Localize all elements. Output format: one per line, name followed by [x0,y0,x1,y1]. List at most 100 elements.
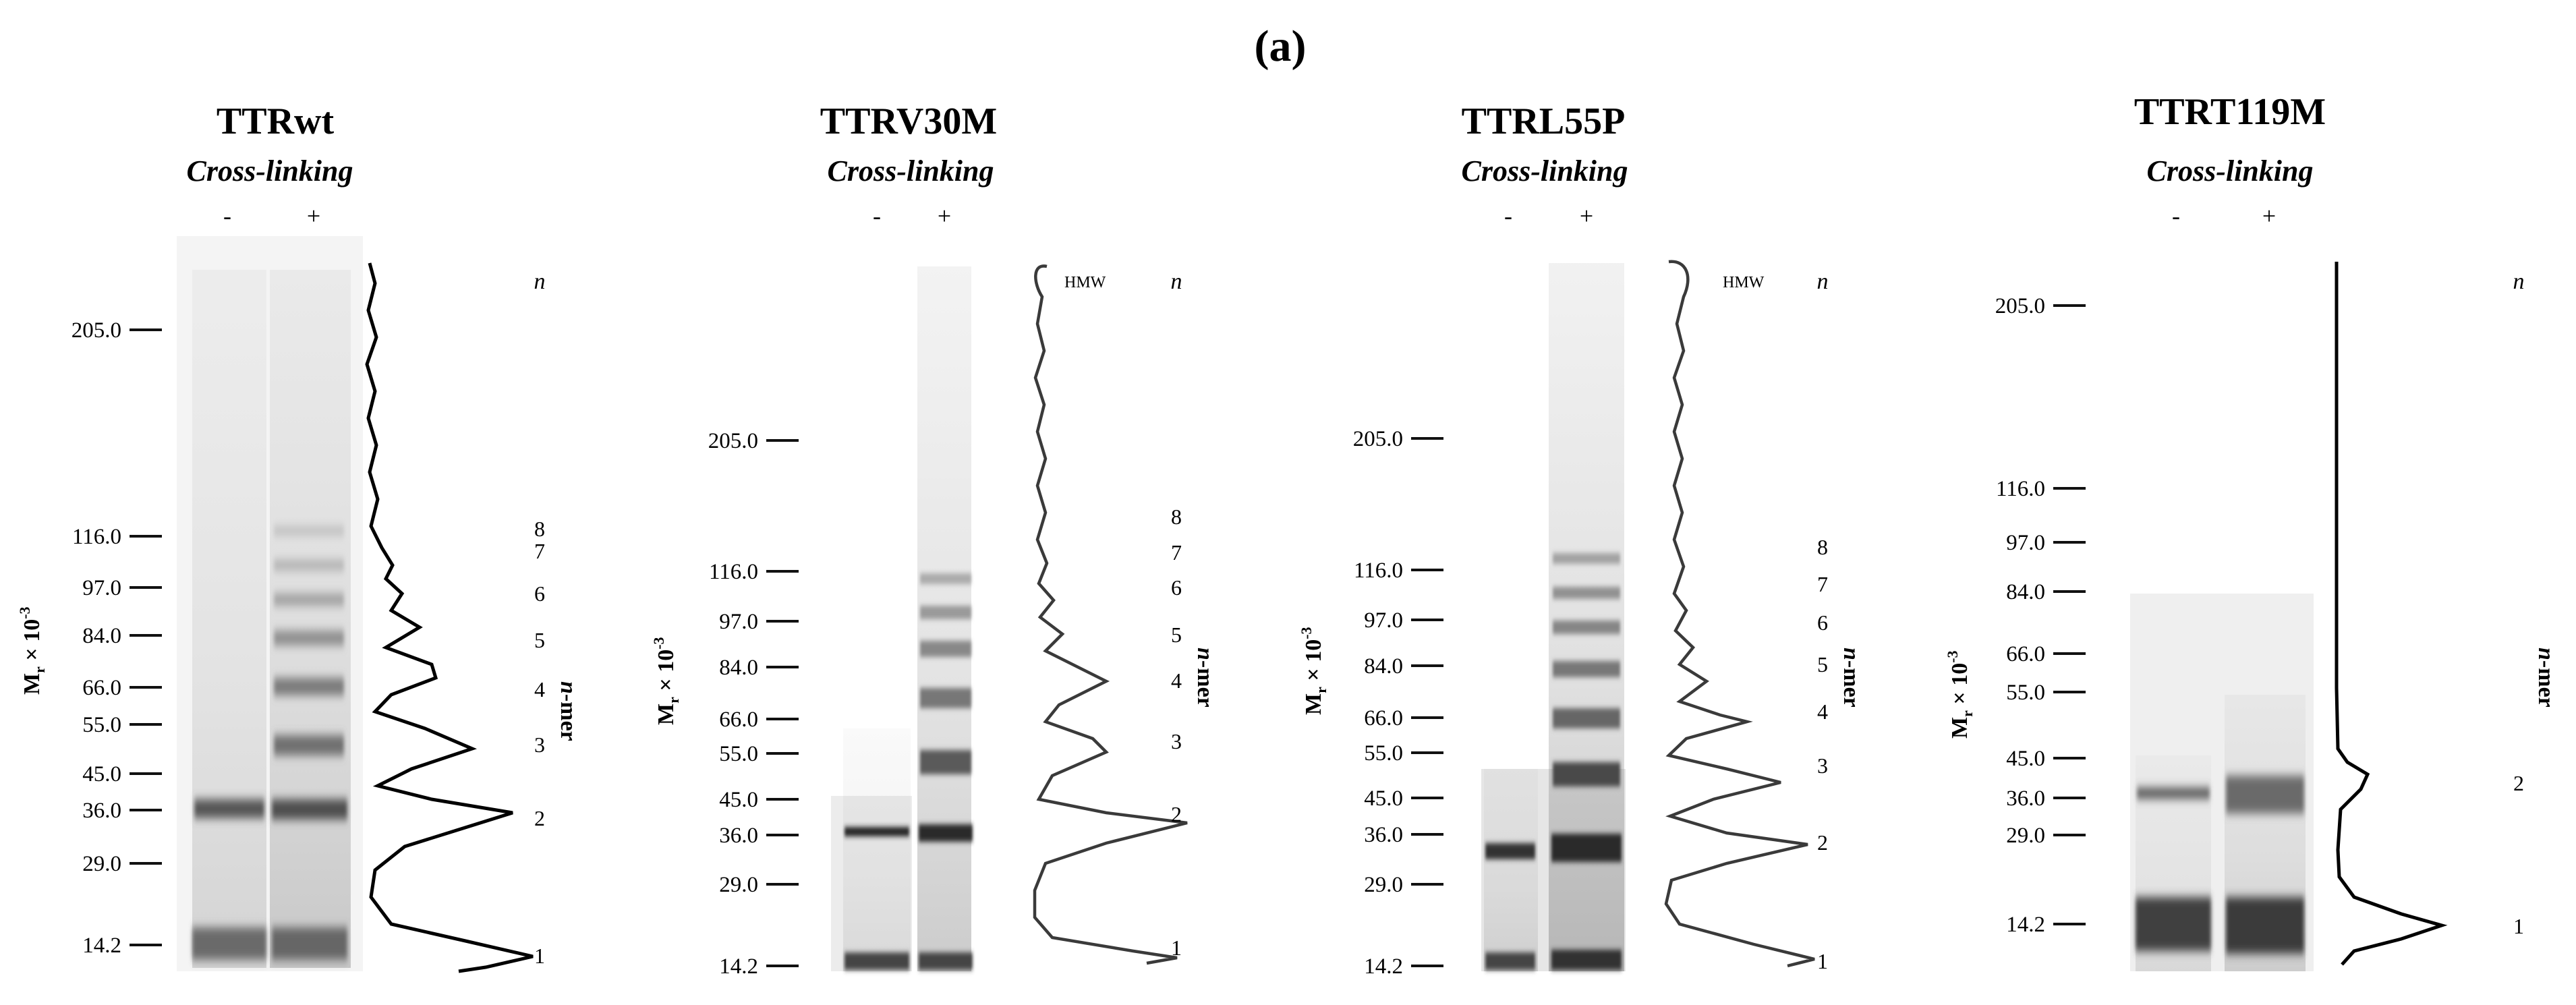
marker-label: 55.0 [82,713,121,737]
gel-lane-minus [843,728,911,971]
marker-ladder: 205.0 116.0 97.0 84.0 66.0 55.0 45.0 36.… [71,318,162,958]
nmer-axis-label: n-mer [1193,648,1218,708]
marker-label: 84.0 [719,656,758,680]
marker-label: 205.0 [1353,427,1403,451]
panel-ttrt119m: TTRT119M Cross-linking - + Mr × 10-3 205… [1944,91,2558,971]
marker-label: 97.0 [2006,531,2045,555]
nmer-number: 2 [1817,830,1828,855]
n-label: n [534,269,546,294]
nmer-number: 2 [1171,802,1182,826]
nmer-number: 1 [2513,914,2524,938]
marker-ladder: 205.0 116.0 97.0 84.0 66.0 55.0 45.0 36.… [708,429,799,979]
marker-label: 14.2 [82,934,121,958]
marker-label: 29.0 [82,852,121,876]
marker-label: 45.0 [719,788,758,812]
panel-title: TTRT119M [2134,91,2326,133]
lane-minus-label: - [1504,202,1512,229]
densitometry-trace [1664,260,1815,968]
nmer-number: 8 [1817,535,1828,559]
marker-label: 66.0 [719,708,758,732]
lane-plus-label: + [307,202,320,229]
panel-title: TTRV30M [820,100,997,142]
nmer-number: 7 [534,539,545,563]
nmer-number: 4 [1171,668,1182,693]
marker-ladder: 205.0 116.0 97.0 84.0 66.0 55.0 45.0 36.… [1353,427,1443,979]
mr-axis-label: Mr × 10-3 [16,606,48,695]
gel-image [1481,263,1626,971]
nmer-number: 5 [1171,623,1182,647]
marker-label: 55.0 [719,742,758,766]
marker-label: 36.0 [2006,786,2045,811]
marker-label: 14.2 [1364,954,1403,979]
gel-image [177,236,363,971]
marker-label: 45.0 [2006,747,2045,771]
nmer-number: 2 [534,806,545,830]
nmer-number: 5 [534,628,545,652]
hmw-label: HMW [1723,274,1765,291]
marker-label: 14.2 [719,954,758,979]
marker-label: 116.0 [1354,558,1403,583]
marker-label: 36.0 [1364,823,1403,847]
lane-plus-label: + [2262,202,2276,229]
gel-lane-plus [1549,263,1624,971]
n-label: n [1817,269,1829,294]
nmer-axis-label: n-mer [1839,648,1864,708]
nmer-labels: 8 7 6 5 4 3 2 1 [1817,535,1828,973]
nmer-axis-label: n-mer [2534,648,2558,708]
marker-label: 14.2 [2006,913,2045,937]
nmer-number: 4 [1817,699,1828,724]
nmer-labels: 8 7 6 5 4 3 2 1 [1171,505,1182,960]
panel-title: TTRwt [217,100,335,142]
nmer-labels: 2 1 [2513,771,2524,938]
lane-minus-label: - [2172,202,2180,229]
gel-lane-minus [1484,769,1538,971]
marker-label: 205.0 [708,429,758,453]
nmer-number: 1 [1171,936,1182,960]
marker-label: 116.0 [1996,477,2045,501]
marker-label: 205.0 [71,318,121,343]
gel-lane-minus [192,270,266,968]
nmer-number: 1 [1817,949,1828,973]
nmer-number: 4 [534,677,545,701]
marker-label: 66.0 [1364,706,1403,730]
densitometry-trace [2335,262,2448,966]
nmer-number: 8 [534,517,545,541]
marker-label: 66.0 [82,676,121,700]
nmer-number: 7 [1817,572,1828,596]
marker-label: 66.0 [2006,642,2045,666]
marker-label: 116.0 [72,525,121,549]
marker-label: 97.0 [719,610,758,634]
marker-label: 205.0 [1995,294,2045,318]
mr-axis-label: Mr × 10-3 [650,637,682,725]
marker-label: 55.0 [2006,681,2045,705]
panel-ttrv30m: TTRV30M Cross-linking - + Mr × 10-3 205.… [650,100,1218,979]
nmer-number: 7 [1171,540,1182,565]
lane-minus-label: - [223,202,231,229]
panel-title: TTRL55P [1462,100,1626,142]
marker-label: 55.0 [1364,741,1403,766]
nmer-axis-label: n-mer [556,681,581,741]
nmer-number: 6 [1171,575,1182,600]
lane-minus-label: - [873,202,881,229]
nmer-number: 6 [534,581,545,606]
panel-ttrwt: TTRwt Cross-linking - + Mr × 10-3 205.0 … [16,100,581,973]
marker-label: 84.0 [2006,580,2045,604]
nmer-number: 1 [534,944,545,968]
mr-axis-label: Mr × 10-3 [1298,627,1329,715]
marker-label: 97.0 [82,576,121,600]
gel-image [831,266,973,971]
marker-label: 84.0 [82,624,121,648]
panel-ttrl55p: TTRL55P Cross-linking - + Mr × 10-3 205.… [1298,100,1864,979]
marker-label: 29.0 [719,873,758,897]
nmer-number: 8 [1171,505,1182,529]
marker-label: 29.0 [2006,824,2045,848]
nmer-labels: 8 7 6 5 4 3 2 1 [534,517,545,968]
marker-label: 84.0 [1364,654,1403,679]
nmer-number: 3 [1171,729,1182,753]
panel-subtitle: Cross-linking [187,154,353,188]
panel-subtitle: Cross-linking [1462,154,1628,188]
marker-label: 45.0 [1364,786,1403,811]
marker-label: 29.0 [1364,873,1403,897]
n-label: n [1171,269,1182,294]
